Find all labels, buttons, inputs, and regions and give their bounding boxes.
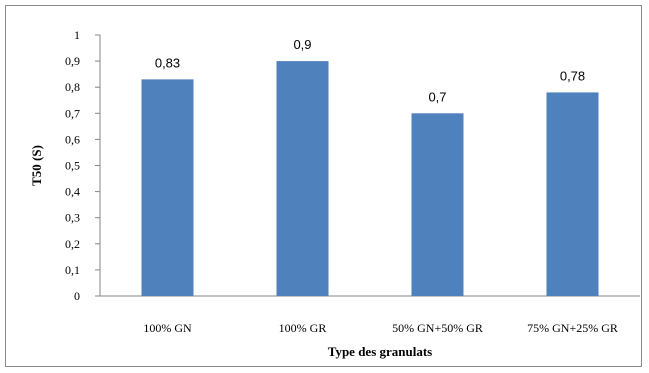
y-tick-label: 0 — [74, 289, 80, 303]
bar — [546, 92, 599, 296]
data-label: 0,9 — [293, 37, 311, 52]
data-labels: 0,83 0,9 0,7 0,78 — [155, 37, 585, 104]
bar — [411, 113, 464, 296]
bar — [141, 79, 194, 297]
x-axis-title: Type des granulats — [328, 344, 433, 359]
y-tick-label: 0,3 — [65, 211, 80, 225]
category-label: 75% GN+25% GR — [527, 321, 618, 335]
y-tick-label: 0,4 — [65, 185, 80, 199]
data-label: 0,7 — [428, 89, 446, 104]
y-tick-label: 0,6 — [65, 132, 80, 146]
y-tick-label: 0,5 — [65, 159, 80, 173]
category-label: 50% GN+50% GR — [392, 321, 483, 335]
data-label: 0,83 — [155, 55, 180, 70]
bar — [276, 61, 329, 296]
category-labels: 100% GN 100% GR 50% GN+50% GR 75% GN+25% GR — [143, 321, 618, 335]
y-axis-title: T50 (S) — [29, 145, 44, 186]
y-tick-label: 0,9 — [65, 54, 80, 68]
y-tick-label: 1 — [74, 28, 80, 42]
y-tick-label: 0,8 — [65, 80, 80, 94]
y-axis-ticks: 0 0,1 0,2 0,3 0,4 0,5 0,6 0,7 0,8 0,9 1 — [65, 28, 100, 303]
y-tick-label: 0,1 — [65, 263, 80, 277]
bars — [141, 61, 599, 297]
y-tick-label: 0,7 — [65, 106, 80, 120]
category-label: 100% GN — [143, 321, 192, 335]
y-tick-label: 0,2 — [65, 237, 80, 251]
category-label: 100% GR — [279, 321, 327, 335]
data-label: 0,78 — [560, 68, 585, 83]
